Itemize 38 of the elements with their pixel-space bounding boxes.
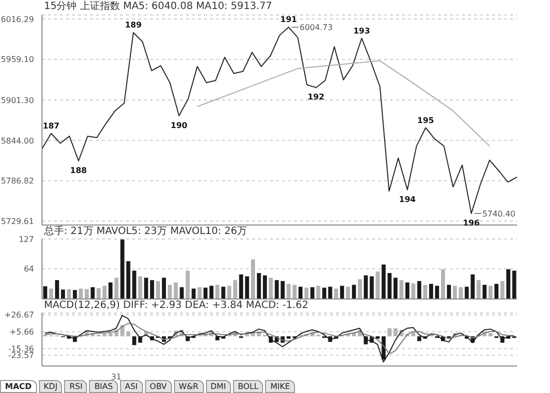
y-tick-label: -15.36 [8,344,34,354]
chart-title: MACD(12,26,9) DIFF: +2.93 DEA: +3.84 MACD: -1.62 [44,300,308,312]
text: MIKE [265,380,296,393]
text: W&R [174,380,204,393]
annotation: 196 [462,218,480,228]
annotation: 192 [308,92,324,102]
y-tick-label: +26.67 [4,310,34,320]
text: BOLL [232,380,264,393]
x-tick-label: 31 [111,372,122,382]
annotation: 188 [70,166,88,175]
annotation: 191 [280,15,298,24]
text: BIAS [89,380,118,393]
y-tick-label: 5729.61 [0,216,34,226]
y-tick-label: 6016.29 [0,14,34,24]
annotation: 194 [399,194,416,204]
annotation: 190 [170,120,188,130]
annotation: 195 [417,116,434,125]
y-tick-label: 5959.10 [0,55,34,64]
annotation: 189 [124,20,142,30]
text: ASI [120,380,143,393]
text: MACD [0,380,37,393]
chart-title: 15分钟 上证指数 MA5: 6040.08 MA10: 5913.77 [44,0,272,14]
text: KDJ [38,380,62,393]
data-label: 6004.73 [300,23,333,32]
text: DMI [206,380,231,393]
text: OBV [144,380,172,393]
y-tick-label: 5844.00 [0,136,34,146]
annotation: 193 [353,26,370,36]
y-tick-label: +5.66 [9,328,34,337]
chart-title: 总手: 21万 MAVOL5: 23万 MAVOL10: 26万 [44,226,248,238]
text: RSI [64,380,88,393]
y-tick-label: 127 [18,234,34,244]
y-tick-label: 5901.30 [0,96,34,105]
data-label: 5740.40 [482,209,516,218]
annotation: 187 [42,121,60,130]
y-tick-label: -23.57 [8,351,34,360]
y-tick-label: 64 [24,264,34,274]
y-tick-label: 5786.82 [0,176,34,186]
